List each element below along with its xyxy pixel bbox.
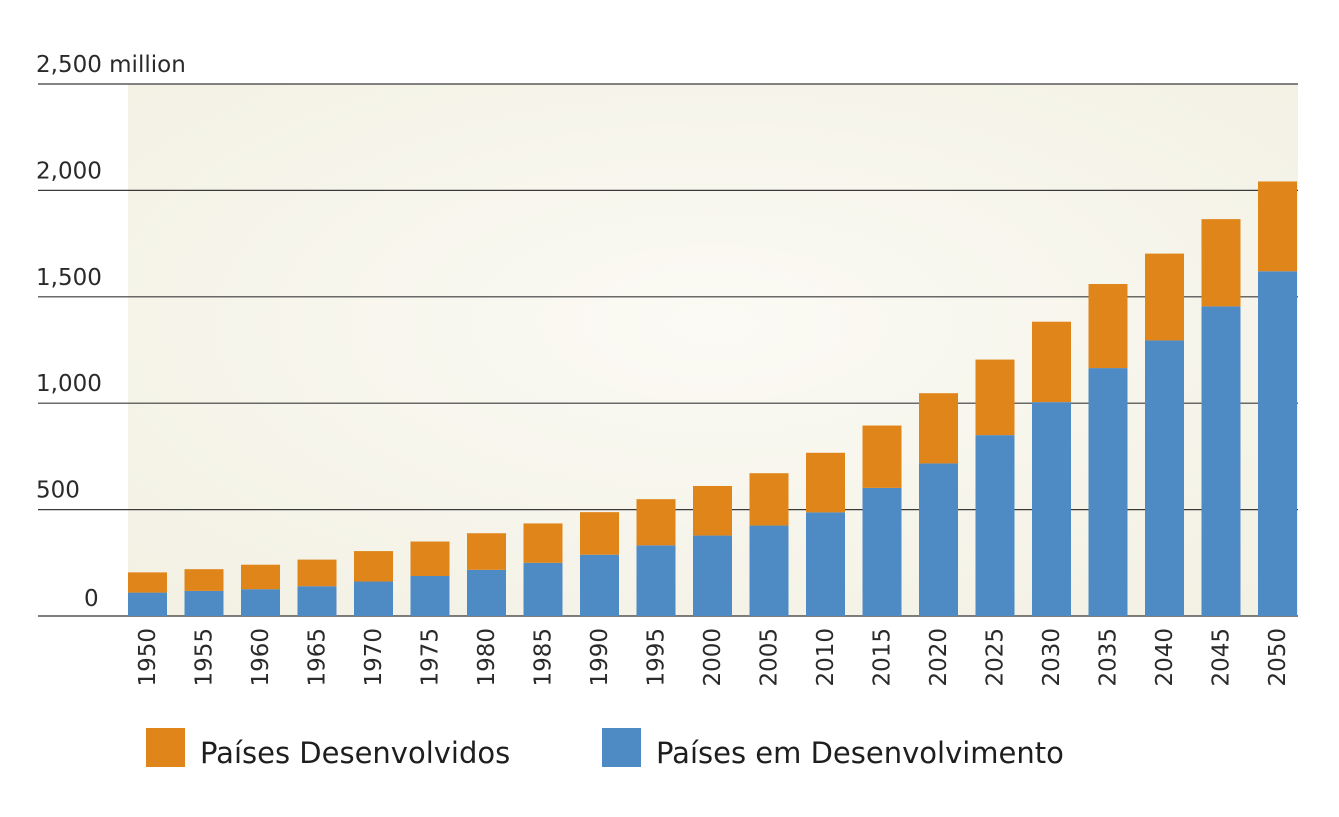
bar-developing-2035 <box>1088 368 1128 616</box>
bar-developed-2030 <box>1032 321 1071 403</box>
y-tick-label: 500 <box>36 478 80 504</box>
bar-developed-1995 <box>636 499 676 546</box>
bar-developed-1990 <box>580 512 619 555</box>
bar-developing-2030 <box>1032 402 1071 616</box>
bar-developing-2000 <box>693 535 732 616</box>
x-tick-label: 1995 <box>644 628 670 687</box>
x-tick-label: 2035 <box>1096 628 1122 687</box>
bar-developed-1965 <box>297 559 337 587</box>
bar-developing-2025 <box>975 435 1015 616</box>
legend: Países Desenvolvidos Países em Desenvolvi… <box>146 728 1064 770</box>
bars <box>128 181 1297 616</box>
bar-developed-1985 <box>523 523 563 563</box>
y-axis-labels: 0 500 1,000 1,500 2,000 2,500 million <box>36 52 186 612</box>
x-tick-label: 1975 <box>418 628 444 687</box>
bar-developing-1985 <box>523 562 563 616</box>
bar-developing-1950 <box>128 592 167 616</box>
bar-developing-2010 <box>806 512 845 616</box>
y-tick-label: 1,000 <box>36 371 102 397</box>
legend-label-1: Países em Desenvolvimento <box>656 736 1064 770</box>
bar-developed-2045 <box>1201 219 1241 307</box>
bar-developed-2040 <box>1145 253 1184 341</box>
bar-developing-1980 <box>467 569 506 616</box>
bar-developed-1960 <box>241 564 280 590</box>
bar-developed-2015 <box>862 425 902 488</box>
x-tick-label: 1980 <box>474 628 500 687</box>
bar-developed-2010 <box>806 452 845 513</box>
bar-developing-2040 <box>1145 340 1184 616</box>
x-tick-label: 1960 <box>248 628 274 687</box>
legend-swatch-1 <box>602 728 641 767</box>
bar-developed-1950 <box>128 572 167 593</box>
x-tick-label: 2005 <box>757 628 783 687</box>
x-tick-label: 2050 <box>1265 628 1291 687</box>
x-tick-label: 2045 <box>1209 628 1235 687</box>
x-tick-label: 2010 <box>813 628 839 687</box>
bar-developed-1980 <box>467 533 506 570</box>
x-tick-label: 1955 <box>192 628 218 687</box>
bar-developing-2020 <box>919 463 958 616</box>
y-tick-label: 2,500 million <box>36 52 186 78</box>
x-tick-label: 2000 <box>700 628 726 687</box>
x-tick-label: 1985 <box>531 628 557 687</box>
bar-developing-1965 <box>297 586 337 616</box>
x-axis-labels: 1950 1955 1960 1965 1970 1975 1980 1985 1990 1995… <box>135 628 1291 687</box>
y-tick-label: 0 <box>84 586 99 612</box>
legend-label-0: Países Desenvolvidos <box>200 736 510 770</box>
bar-developed-1975 <box>410 541 450 576</box>
bar-developing-1970 <box>354 581 393 616</box>
bar-developed-2000 <box>693 485 732 536</box>
x-tick-label: 1970 <box>361 628 387 687</box>
bar-developing-1990 <box>580 554 619 616</box>
bar-developed-2035 <box>1088 284 1128 369</box>
x-tick-label: 1990 <box>587 628 613 687</box>
y-tick-label: 2,000 <box>36 158 102 184</box>
y-tick-label: 1,500 <box>36 265 102 291</box>
bar-developing-1960 <box>241 589 280 616</box>
x-tick-label: 2025 <box>983 628 1009 687</box>
x-tick-label: 1950 <box>135 628 161 687</box>
legend-swatch-0 <box>146 728 185 767</box>
bar-developed-2020 <box>919 393 958 464</box>
bar-developed-2050 <box>1258 181 1297 272</box>
bar-developed-2005 <box>749 473 789 526</box>
x-tick-label: 2030 <box>1039 628 1065 687</box>
bar-developed-1970 <box>354 551 393 582</box>
bar-developed-2025 <box>975 359 1015 436</box>
x-tick-label: 1965 <box>305 628 331 687</box>
x-tick-label: 2040 <box>1152 628 1178 687</box>
bar-developing-2015 <box>862 487 902 616</box>
bar-developing-1955 <box>184 590 224 616</box>
bar-developed-1955 <box>184 569 224 591</box>
bar-developing-2050 <box>1258 271 1297 616</box>
bar-developing-1995 <box>636 545 676 616</box>
bar-developing-2045 <box>1201 306 1241 616</box>
bar-developing-2005 <box>749 525 789 616</box>
x-tick-label: 2015 <box>870 628 896 687</box>
x-tick-label: 2020 <box>926 628 952 687</box>
bar-developing-1975 <box>410 575 450 616</box>
